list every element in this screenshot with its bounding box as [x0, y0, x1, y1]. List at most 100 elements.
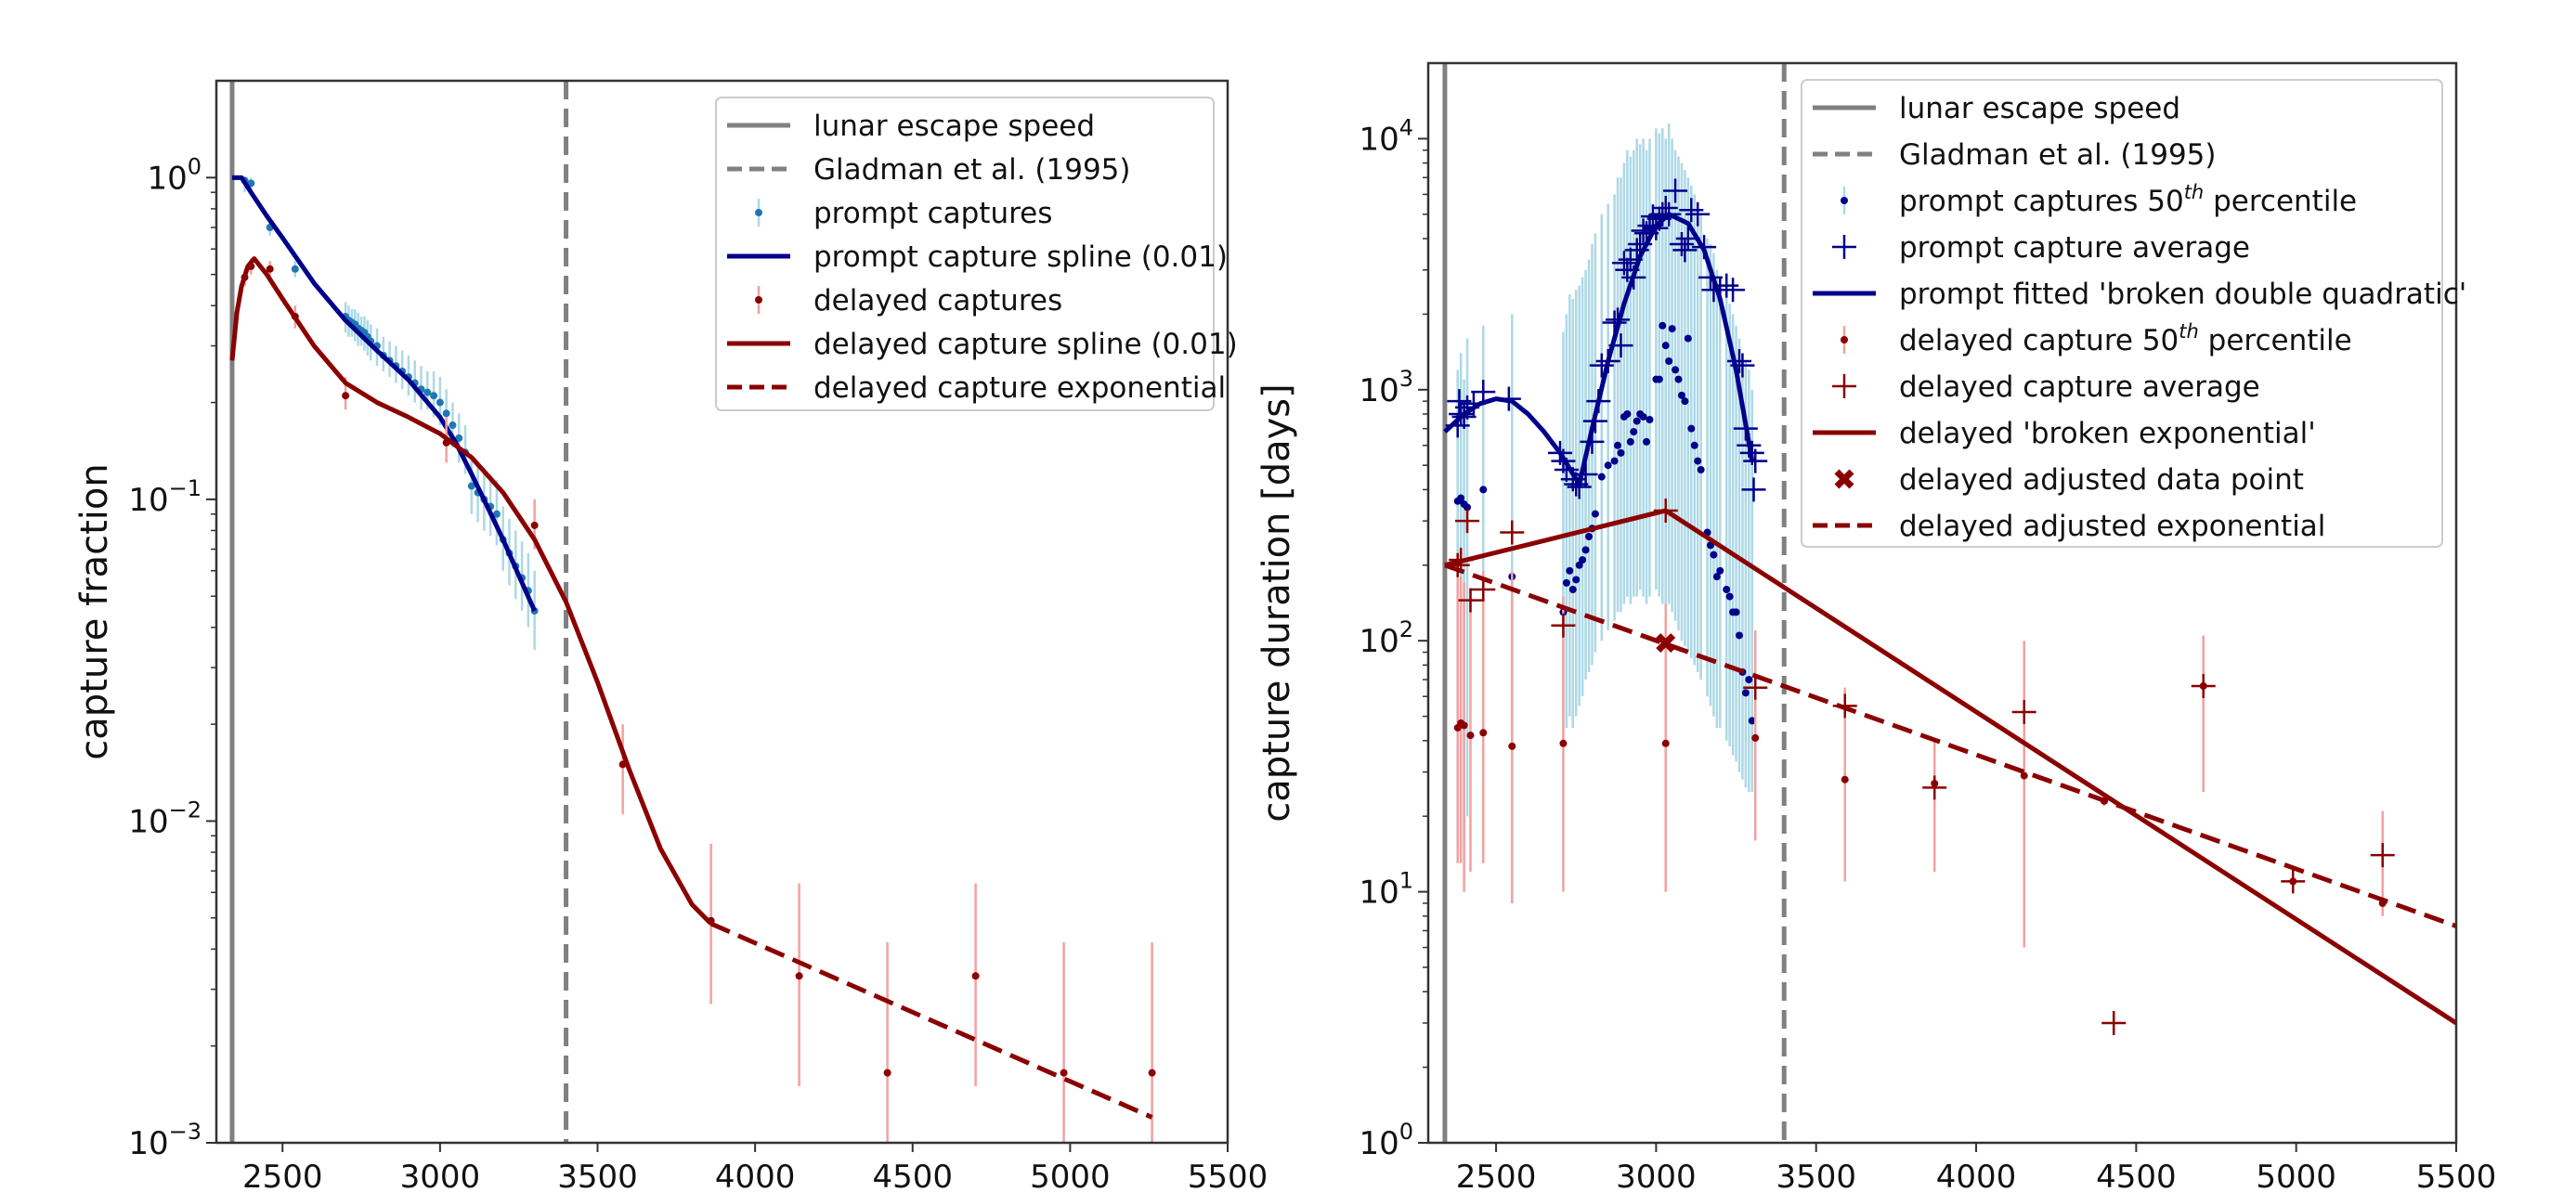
- y-tick-label: 10−1: [128, 475, 202, 519]
- plus-marker: [1741, 477, 1766, 502]
- legend-item: Gladman et al. (1995): [727, 153, 1130, 187]
- y-tick-mantissa: 10: [128, 482, 168, 519]
- legend-label-suffix: percentile: [2199, 324, 2352, 357]
- series-3: [1453, 564, 2387, 948]
- x-tick-label: 2500: [1456, 1159, 1537, 1192]
- data-point: [1712, 573, 1721, 581]
- x-tick-label: 5500: [1188, 1159, 1268, 1192]
- legend-label: prompt fitted 'broken double quadratic': [1899, 278, 2466, 311]
- legend-label: delayed adjusted data point: [1899, 463, 2304, 497]
- data-point: [1630, 428, 1638, 436]
- data-point: [1687, 424, 1696, 433]
- data-point: [1466, 732, 1475, 740]
- series-line: [709, 921, 1153, 1120]
- plus-marker: [2011, 699, 2036, 724]
- legend-item: delayed 'broken exponential': [1813, 417, 2316, 450]
- legend-label: prompt captures: [813, 197, 1052, 230]
- data-point: [1623, 410, 1632, 419]
- y-tick-mantissa: 10: [1359, 875, 1399, 912]
- data-point: [1646, 416, 1654, 424]
- legend-label-text: prompt capture average: [1899, 231, 2250, 265]
- data-point: [1579, 556, 1587, 564]
- data-point: [1479, 729, 1488, 737]
- y-tick-mantissa: 10: [128, 803, 168, 840]
- legend-label: delayed captures: [813, 284, 1062, 317]
- plus-marker: [1500, 520, 1525, 545]
- data-point: [1581, 546, 1590, 554]
- x-tick-label: 3500: [1776, 1159, 1856, 1192]
- series-2: [1443, 212, 1755, 487]
- y-tick-exponent: 1: [1399, 868, 1413, 894]
- legend-label-text: prompt captures: [813, 197, 1052, 230]
- plus-marker: [2370, 843, 2395, 868]
- data-point: [1697, 465, 1705, 473]
- data-point: [1694, 457, 1702, 465]
- plot-area: [1442, 63, 2456, 1143]
- legend-label: delayed capture spline (0.01): [813, 328, 1238, 361]
- data-point: [1460, 721, 1468, 730]
- plot-area: [229, 81, 1156, 1143]
- legend-label: delayed capture exponential: [813, 371, 1226, 405]
- plus-marker: [1685, 201, 1711, 227]
- series-1: [231, 175, 537, 613]
- data-point: [1060, 1069, 1068, 1077]
- data-point: [2020, 771, 2028, 780]
- series-2: [241, 258, 1156, 1143]
- data-point: [423, 388, 432, 396]
- plus-marker: [1714, 273, 1739, 298]
- plus-marker: [1471, 577, 1496, 602]
- data-point: [1148, 1069, 1156, 1077]
- legend-label-text: Gladman et al. (1995): [813, 153, 1130, 187]
- series-4: [709, 921, 1153, 1120]
- y-tick-label: 100: [147, 153, 202, 197]
- legend-plus-swatch: [1832, 374, 1856, 398]
- legend-label: delayed capture 50th percentile: [1899, 320, 2352, 357]
- legend-point-swatch: [1841, 197, 1848, 204]
- plus-marker: [1672, 238, 1698, 263]
- series-3: [229, 256, 713, 926]
- legend-item: delayed capture spline (0.01): [727, 328, 1238, 361]
- data-point: [1572, 576, 1581, 584]
- data-point: [1841, 775, 1849, 784]
- data-point: [1568, 586, 1577, 594]
- data-point: [795, 972, 803, 980]
- y-tick-exponent: 0: [188, 153, 202, 179]
- axes-frame: [1426, 61, 2458, 1145]
- plus-marker: [1922, 775, 1947, 800]
- data-point: [971, 972, 980, 980]
- x-tick-label: 4500: [872, 1159, 953, 1192]
- data-point: [467, 482, 475, 490]
- y-tick-label: 103: [1359, 366, 1413, 409]
- data-point: [1457, 494, 1465, 502]
- y-tick-exponent: −1: [169, 475, 202, 501]
- legend-item: delayed capture 50th percentile: [1841, 320, 2352, 357]
- plus-marker: [1455, 509, 1480, 534]
- series-line: [231, 175, 537, 613]
- data-point: [1591, 510, 1599, 518]
- y-tick-exponent: −3: [169, 1119, 202, 1145]
- x-tick-label: 5000: [2256, 1159, 2336, 1192]
- legend-point-swatch: [1841, 336, 1848, 343]
- data-point: [1479, 486, 1488, 494]
- data-point: [1681, 397, 1689, 406]
- legend-item: delayed adjusted exponential: [1813, 510, 2325, 543]
- series-0: [241, 176, 539, 651]
- y-tick-exponent: 0: [1399, 1119, 1413, 1145]
- legend-label: prompt capture spline (0.01): [813, 240, 1228, 274]
- data-point: [430, 392, 438, 400]
- data-point: [1751, 733, 1760, 742]
- data-point: [1659, 321, 1667, 330]
- legend-label-suffix: percentile: [2204, 185, 2357, 218]
- legend-item: prompt capture average: [1832, 231, 2250, 265]
- x-tick-label: 3000: [400, 1159, 481, 1192]
- data-point: [1661, 342, 1670, 350]
- plus-marker: [1726, 348, 1751, 373]
- y-axis-label: capture fraction: [73, 463, 116, 759]
- data-point: [1508, 742, 1516, 750]
- legend-x-swatch: [1834, 469, 1854, 489]
- legend-label-text: lunar escape speed: [1899, 92, 2180, 125]
- y-tick-mantissa: 10: [1359, 372, 1399, 409]
- legend-item: prompt capture spline (0.01): [727, 240, 1228, 274]
- chart-1: 2500 3000 3500 4000 4500 5000 550010010−110−21…: [73, 79, 1268, 1192]
